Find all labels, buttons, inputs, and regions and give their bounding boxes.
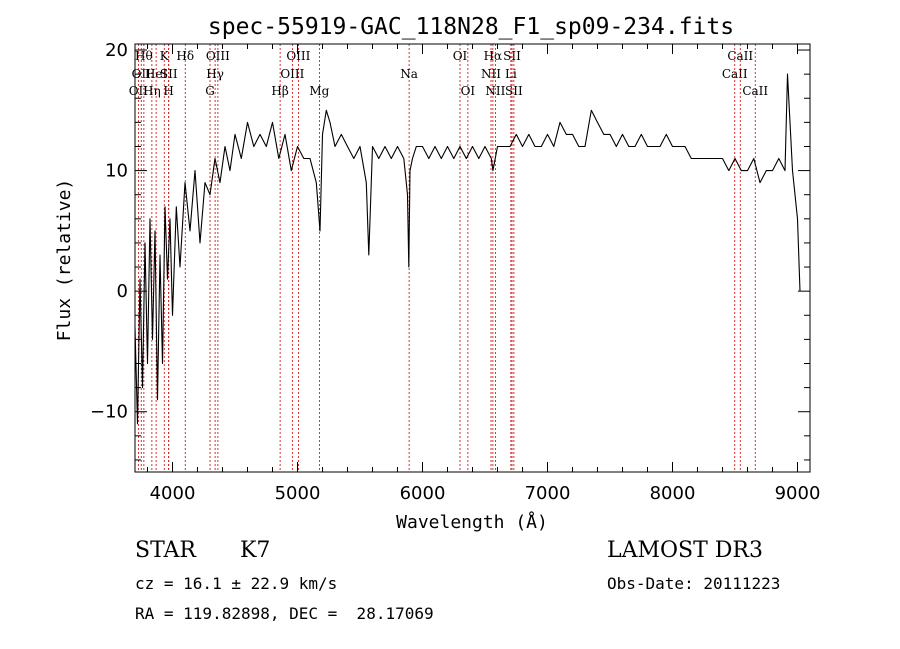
y-tick-label: 0 (117, 281, 128, 302)
spectral-line-label: SII (505, 84, 523, 98)
x-tick-label: 4000 (150, 483, 196, 504)
x-tick-label: 5000 (275, 483, 321, 504)
spectral-lines-layer: OII OII Hθ Hη HeI K H SII Hδ G Hγ OIII Hβ OIII OIII Mg N… (129, 44, 768, 472)
spectral-line-label: Na (400, 67, 418, 81)
obs-date: Obs-Date: 20111223 (607, 574, 781, 593)
x-tick-label: 6000 (400, 483, 446, 504)
spectral-line-label: K (160, 49, 170, 63)
survey-name: LAMOST DR3 (607, 538, 763, 563)
spectral-line-label: HeI (145, 67, 168, 81)
object-class: STAR (135, 538, 196, 563)
spectral-line-label: Li (505, 67, 517, 81)
spectral-line-label: Hγ (206, 67, 224, 81)
spectral-line-label: Hη (143, 84, 161, 98)
spectral-line-label: CaII (722, 67, 748, 81)
axis-ticks: 4000 5000 6000 7000 8000 9000 −10 0 10 20 (90, 40, 820, 504)
object-subclass: K7 (240, 538, 271, 563)
redshift-cz: cz = 16.1 ± 22.9 km/s (135, 574, 338, 593)
series-layer (134, 73, 801, 425)
y-tick-label: 10 (105, 161, 128, 182)
spectral-line-label: SII (503, 49, 521, 63)
spectral-line-label: Mg (309, 84, 329, 98)
spectral-line-label: OIII (206, 49, 230, 63)
ra-dec: RA = 119.82898, DEC = 28.17069 (135, 604, 434, 623)
spectral-line-label: CaII (742, 84, 768, 98)
spectral-line-label: OI (461, 84, 476, 98)
y-tick-label: −10 (90, 402, 128, 423)
x-tick-label: 9000 (775, 483, 821, 504)
spectral-line-label: Hα (484, 49, 503, 63)
spectral-line-label: OIII (286, 49, 310, 63)
spectral-line-label: G (205, 84, 215, 98)
spectral-line-label: NII (481, 67, 501, 81)
spectral-line-label: CaII (727, 49, 753, 63)
y-tick-label: 20 (105, 40, 128, 61)
spectral-line-label: OII (132, 67, 152, 81)
spectral-line-label: OII (129, 84, 149, 98)
x-axis-label: Wavelength (Å) (396, 511, 548, 533)
plot-frame (134, 43, 811, 473)
spectral-line-label: Hβ (271, 84, 288, 98)
spectral-line-label: OI (453, 49, 468, 63)
x-tick-label: 7000 (525, 483, 571, 504)
chart-title: spec-55919-GAC_118N28_F1_sp09-234.fits (208, 14, 734, 40)
spectral-line-label: Hδ (176, 49, 194, 63)
spectral-line-label: NII (485, 84, 505, 98)
flux-series-line (134, 73, 801, 425)
spectral-line-label: OIII (280, 67, 304, 81)
y-axis-label: Flux (relative) (54, 179, 75, 342)
spectral-line-label: Hθ (135, 49, 153, 63)
spectral-line-label: H (163, 84, 173, 98)
x-tick-label: 8000 (650, 483, 696, 504)
spectral-line-label: SII (160, 67, 178, 81)
